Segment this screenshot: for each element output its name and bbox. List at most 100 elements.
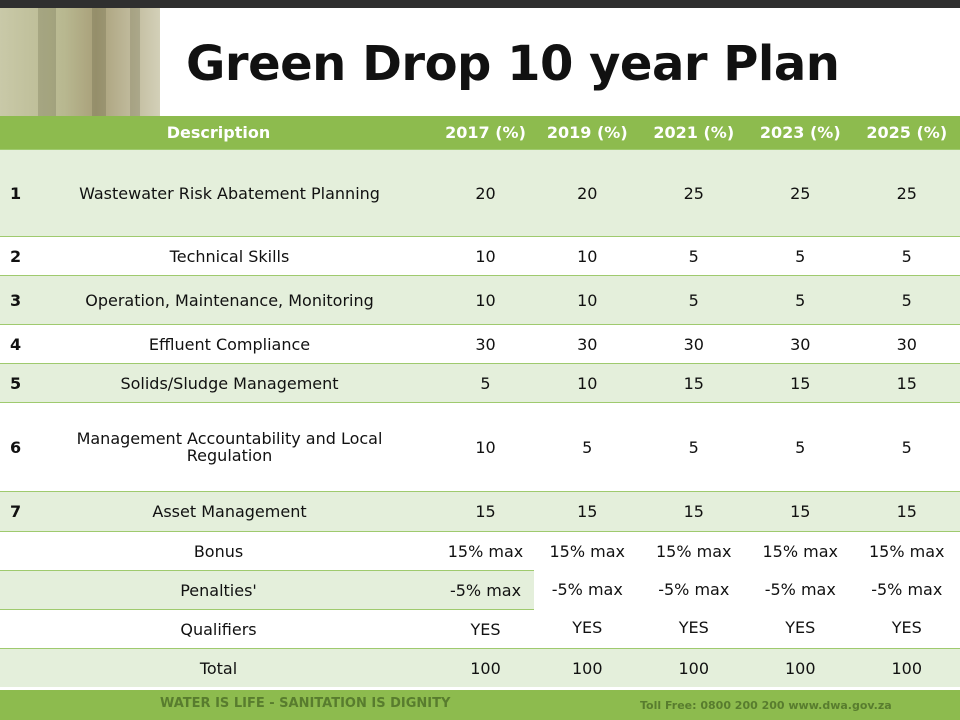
bonus-2025: 15% max bbox=[869, 542, 945, 561]
extras-2023: 15% max -5% max YES bbox=[747, 531, 854, 649]
header-row: Description 2017 (%) 2019 (%) 2021 (%) 2… bbox=[0, 116, 960, 150]
value-2025: 15 bbox=[853, 363, 960, 403]
value-2025: 5 bbox=[853, 275, 960, 325]
total-2019: 100 bbox=[534, 648, 641, 687]
value-2023: 30 bbox=[747, 324, 854, 364]
value-2017: 5 bbox=[437, 363, 535, 403]
bonus-2021: 15% max bbox=[656, 542, 732, 561]
total-2023: 100 bbox=[747, 648, 854, 687]
value-2019: 20 bbox=[534, 149, 641, 237]
value-2025: 5 bbox=[853, 236, 960, 276]
value-2025: 25 bbox=[853, 149, 960, 237]
row-description: Effluent Compliance bbox=[22, 324, 438, 364]
row-number: 5 bbox=[0, 363, 22, 403]
extras-2019: 15% max -5% max YES bbox=[534, 531, 641, 649]
value-2019: 5 bbox=[534, 402, 641, 492]
table-row: 2 Technical Skills 10 10 5 5 5 bbox=[0, 236, 960, 276]
value-2023: 25 bbox=[747, 149, 854, 237]
extras-2021: 15% max -5% max YES bbox=[640, 531, 748, 649]
penalties-row: Penalties' -5% max bbox=[0, 570, 960, 610]
value-2021: 5 bbox=[640, 402, 748, 492]
table-row: 5 Solids/Sludge Management 5 10 15 15 15 bbox=[0, 363, 960, 403]
bonus-2019: 15% max bbox=[549, 542, 626, 561]
row-description: Solids/Sludge Management bbox=[22, 363, 438, 403]
qualifier-2019: YES bbox=[572, 618, 603, 637]
total-row: Total 100 100 100 100 100 bbox=[0, 648, 960, 687]
row-number: 4 bbox=[0, 324, 22, 364]
value-2019: 30 bbox=[534, 324, 641, 364]
footer-contact: Toll Free: 0800 200 200 www.dwa.gov.za bbox=[640, 699, 892, 712]
row-number: 2 bbox=[0, 236, 22, 276]
value-2025: 5 bbox=[853, 402, 960, 492]
value-2017: 20 bbox=[437, 149, 535, 237]
penalty-2023: -5% max bbox=[764, 580, 836, 599]
penalties-label: Penalties' bbox=[0, 570, 438, 610]
extras-2025: 15% max -5% max YES bbox=[853, 531, 960, 649]
row-description: Operation, Maintenance, Monitoring bbox=[22, 275, 438, 325]
total-2017: 100 bbox=[437, 648, 535, 687]
header-2025: 2025 (%) bbox=[853, 116, 960, 150]
value-2021: 15 bbox=[640, 363, 748, 403]
qualifier-2025: YES bbox=[891, 618, 922, 637]
value-2017: 10 bbox=[437, 402, 535, 492]
row-number: 3 bbox=[0, 275, 22, 325]
total-2021: 100 bbox=[640, 648, 748, 687]
header-description: Description bbox=[0, 116, 438, 150]
row-description: Technical Skills bbox=[22, 236, 438, 276]
header-2023: 2023 (%) bbox=[747, 116, 854, 150]
header-photo bbox=[0, 8, 160, 116]
qualifier-2021: YES bbox=[678, 618, 709, 637]
bonus-2017: 15% max bbox=[437, 531, 535, 571]
value-2019: 10 bbox=[534, 275, 641, 325]
header-2019: 2019 (%) bbox=[534, 116, 641, 150]
value-2017: 10 bbox=[437, 236, 535, 276]
value-2021: 25 bbox=[640, 149, 748, 237]
total-2025: 100 bbox=[853, 648, 960, 687]
table-row: 1 Wastewater Risk Abatement Planning 20 … bbox=[0, 149, 960, 237]
value-2017: 15 bbox=[437, 491, 535, 532]
value-2019: 10 bbox=[534, 236, 641, 276]
row-number: 1 bbox=[0, 149, 22, 237]
bonus-row: Bonus 15% max 15% max -5% max YES 15% ma… bbox=[0, 531, 960, 649]
total-label: Total bbox=[0, 648, 438, 687]
row-description: Wastewater Risk Abatement Planning bbox=[22, 149, 438, 237]
slide-title: Green Drop 10 year Plan bbox=[186, 36, 840, 92]
table-row: 4 Effluent Compliance 30 30 30 30 30 bbox=[0, 324, 960, 364]
qualifiers-label: Qualifiers bbox=[0, 609, 438, 649]
top-bar bbox=[0, 0, 960, 8]
table-row: 6 Management Accountability and Local Re… bbox=[0, 402, 960, 492]
value-2023: 5 bbox=[747, 402, 854, 492]
value-2021: 15 bbox=[640, 491, 748, 532]
green-drop-plan-table: Description 2017 (%) 2019 (%) 2021 (%) 2… bbox=[0, 116, 960, 687]
value-2017: 30 bbox=[437, 324, 535, 364]
value-2023: 5 bbox=[747, 275, 854, 325]
value-2021: 5 bbox=[640, 236, 748, 276]
header-2017: 2017 (%) bbox=[437, 116, 535, 150]
value-2023: 5 bbox=[747, 236, 854, 276]
value-2023: 15 bbox=[747, 363, 854, 403]
bonus-label: Bonus bbox=[0, 531, 438, 571]
row-description: Management Accountability and Local Regu… bbox=[22, 402, 438, 492]
row-number: 6 bbox=[0, 402, 22, 492]
footer-slogan: WATER IS LIFE - SANITATION IS DIGNITY bbox=[160, 696, 451, 711]
qualifiers-2017: YES bbox=[437, 609, 535, 649]
value-2019: 10 bbox=[534, 363, 641, 403]
value-2019: 15 bbox=[534, 491, 641, 532]
penalties-2017: -5% max bbox=[437, 570, 535, 610]
penalty-2019: -5% max bbox=[551, 580, 623, 599]
bonus-2023: 15% max bbox=[762, 542, 839, 561]
table-row: 7 Asset Management 15 15 15 15 15 bbox=[0, 491, 960, 532]
value-2025: 30 bbox=[853, 324, 960, 364]
value-2023: 15 bbox=[747, 491, 854, 532]
value-2021: 5 bbox=[640, 275, 748, 325]
footer-strip bbox=[0, 690, 960, 720]
qualifiers-row: Qualifiers YES bbox=[0, 609, 960, 649]
header-2021: 2021 (%) bbox=[640, 116, 748, 150]
row-number: 7 bbox=[0, 491, 22, 532]
qualifier-2023: YES bbox=[785, 618, 816, 637]
table-row: 3 Operation, Maintenance, Monitoring 10 … bbox=[0, 275, 960, 325]
value-2017: 10 bbox=[437, 275, 535, 325]
row-description: Asset Management bbox=[22, 491, 438, 532]
value-2025: 15 bbox=[853, 491, 960, 532]
penalty-2021: -5% max bbox=[658, 580, 730, 599]
